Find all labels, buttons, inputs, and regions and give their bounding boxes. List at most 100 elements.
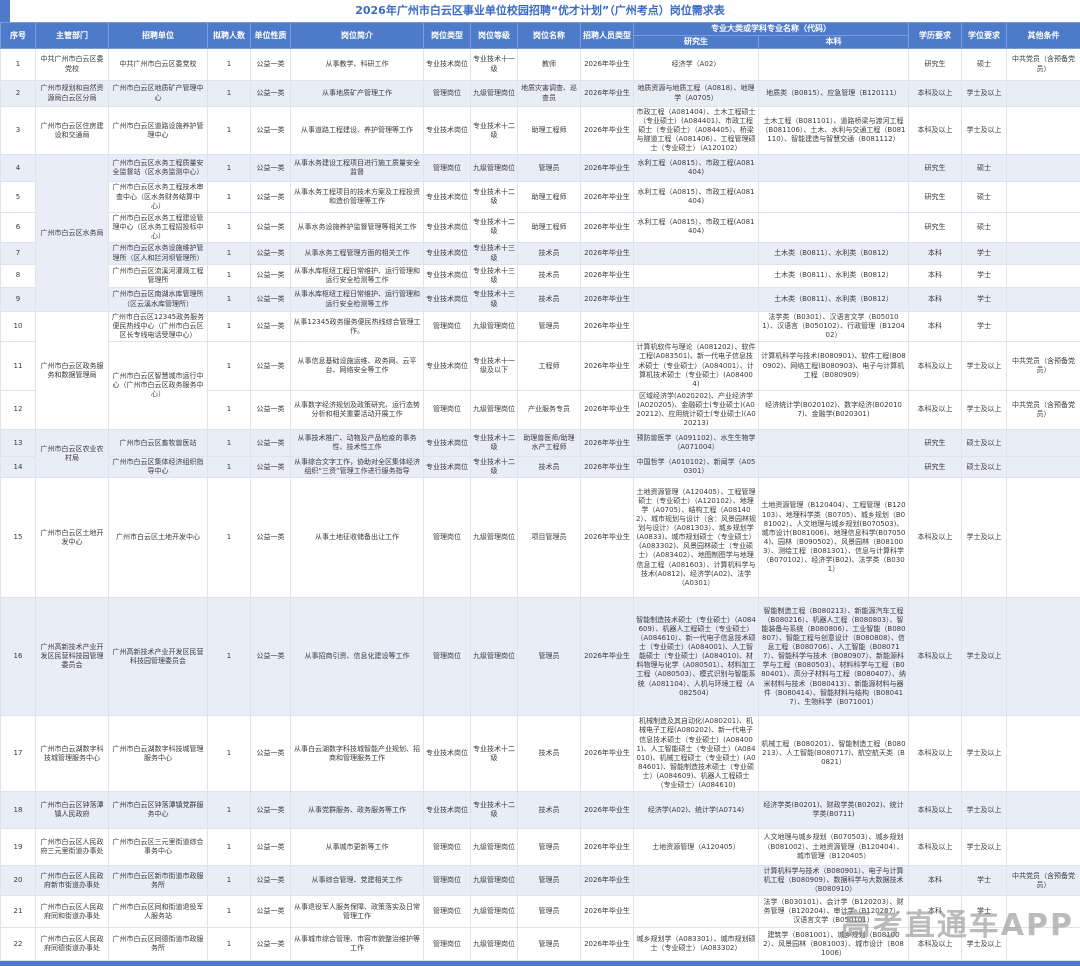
table-row: 18 广州市白云区钟落潭镇人民政府 广州市白云区钟落潭镇党群服务中心 1 公益一类 从事党… — [0, 791, 1080, 830]
table-row: 3 广州市白云区住房建设和交通局 广州市白云区道路设施养护管理中心 1 公益一类 从事道路… — [0, 105, 1080, 156]
cell-ug: 智能制造工程（B080213）、新能源汽车工程（B080216）、机器人工程（B… — [758, 597, 909, 717]
cell-nature: 公益一类 — [250, 80, 291, 107]
bottom-strip — [0, 961, 1080, 966]
cell-ug: 土木工程（B081101）、道路桥梁与渡河工程（B081106）、土木、水利与交… — [758, 105, 909, 156]
table-row: 22 广州市白云区人民政府同德街道办事处 广州市白云区同德街道市政服务所 1 公益一类从… — [0, 927, 1080, 962]
cell-degree: 硕士及以上 — [961, 456, 1007, 479]
cell-degree: 学士 — [961, 311, 1007, 343]
cell-dept: 广州市规划和自然资源局白云区分局 — [35, 80, 109, 107]
cell-count: 1 — [207, 895, 251, 929]
cell-grade: 专业技术十二级 — [470, 429, 518, 458]
cell-seq: 4 — [0, 154, 36, 183]
cell-ptype: 2026年毕业生 — [580, 80, 634, 107]
cell-degree: 学士及以上 — [961, 597, 1007, 717]
cell-ug: 经济统计学(B020102)、数字经济(B020107)、金融学(B020301… — [758, 389, 909, 431]
cell-grade: 九级管理岗位 — [470, 597, 518, 717]
cell-other — [1006, 287, 1080, 313]
cell-nature: 公益一类 — [250, 181, 291, 213]
cell-type: 专业技术岗位 — [423, 181, 471, 213]
cell-ug — [758, 181, 909, 213]
cell-ug: 地质类（B0815）、应急管理（B120111） — [758, 80, 909, 107]
cell-name: 助理工程师 — [517, 211, 581, 244]
cell-seq: 10 — [0, 311, 36, 343]
cell-degree: 硕士 — [961, 181, 1007, 213]
cell-name: 管理员 — [517, 927, 581, 962]
cell-grade: 专业技术十三级 — [470, 287, 518, 313]
cell-nature: 公益一类 — [250, 341, 291, 391]
cell-nature: 公益一类 — [250, 895, 291, 929]
cell-intro: 从事白云湖数字科技城智能产业规划、招商和管理服务工作 — [290, 715, 424, 793]
cell-seq: 15 — [0, 477, 36, 599]
cell-grade: 专业技术十二级 — [470, 791, 518, 830]
cell-ptype: 2026年毕业生 — [580, 154, 634, 183]
cell-nature: 公益一类 — [250, 287, 291, 313]
cell-seq: 12 — [0, 389, 36, 431]
cell-type: 专业技术岗位 — [423, 242, 471, 266]
cell-type: 管理岗位 — [423, 828, 471, 867]
cell-intro: 从事城市综合管理、市容市貌整治维护等工作 — [290, 927, 424, 962]
cell-grade: 九级管理岗位 — [470, 389, 518, 431]
cell-intro: 从事水务工程项目的技术方案及工程投资和造价管理等工作 — [290, 181, 424, 213]
cell-ug: 土木类（B0811）、水利类（B0812） — [758, 287, 909, 313]
col-degree: 学位要求 — [961, 22, 1007, 49]
cell-count: 1 — [207, 828, 251, 867]
cell-type: 专业技术岗位 — [423, 211, 471, 244]
table-row: 16 广州高新技术产业开发区民营科技园管理委员会 广州高新技术产业开发区民营科技园管… — [0, 597, 1080, 717]
cell-grade: 专业技术十一级 — [470, 48, 518, 81]
cell-dept: 广州市白云区人民政府同和街道办事处 — [35, 895, 109, 929]
cell-other — [1006, 597, 1080, 717]
table-row: 14 广州市白云区集体经济组织指导中心 1 公益一类 从事综合文字工作，协助对全区集体经… — [0, 456, 1080, 479]
cell-intro: 从事党群服务、政务服务等工作 — [290, 791, 424, 830]
cell-other: 中共党员（含预备党员） — [1006, 865, 1080, 897]
cell-grad: 中国哲学（A010102）、新闻学（A050301） — [633, 456, 759, 479]
cell-nature: 公益一类 — [250, 715, 291, 793]
cell-nature: 公益一类 — [250, 791, 291, 830]
cell-ug: 人文地理与城乡规划（B070503）、城乡规划（B081002）、土地资源管理（… — [758, 828, 909, 867]
cell-dept: 广州市白云区水务局 — [35, 154, 109, 313]
cell-intro: 从事综合管理、党建相关工作 — [290, 865, 424, 897]
cell-unit: 广州市白云区土地开发中心 — [108, 477, 208, 599]
cell-type: 专业技术岗位 — [423, 715, 471, 793]
cell-other — [1006, 154, 1080, 183]
cell-grad — [633, 264, 759, 289]
cell-dept: 广州市白云区土地开发中心 — [35, 477, 109, 599]
cell-other — [1006, 105, 1080, 156]
cell-intro: 从事招商引资、信息化建设等工作 — [290, 597, 424, 717]
cell-intro: 从事12345政务服务便民热线综合管理工作。 — [290, 311, 424, 343]
cell-grade: 九级管理岗位 — [470, 154, 518, 183]
cell-ptype: 2026年毕业生 — [580, 715, 634, 793]
cell-edu: 本科及以上 — [908, 927, 962, 962]
cell-dept: 广州高新技术产业开发区民营科技园管理委员会 — [35, 597, 109, 717]
cell-count: 1 — [207, 105, 251, 156]
cell-name: 管理员 — [517, 311, 581, 343]
table-row: 21 广州市白云区人民政府同和街道办事处 广州市白云区同和街道退役军人服务站 1 公益一… — [0, 895, 1080, 929]
cell-grade: 九级管理岗位 — [470, 927, 518, 962]
cell-ptype: 2026年毕业生 — [580, 791, 634, 830]
cell-grade: 专业技术十二级 — [470, 105, 518, 156]
cell-ug: 法学类（B0301）、汉语言文学（B050101）、汉语言（B050102）、行… — [758, 311, 909, 343]
cell-ptype: 2026年毕业生 — [580, 927, 634, 962]
cell-intro: 从事数字经济规划及政策研究、运行态势分析和相关重要活动开展工作 — [290, 389, 424, 431]
cell-unit: 广州市白云区新市街道市政服务所 — [108, 865, 208, 897]
cell-seq: 21 — [0, 895, 36, 929]
cell-ptype: 2026年毕业生 — [580, 287, 634, 313]
cell-count: 1 — [207, 80, 251, 107]
cell-seq: 7 — [0, 242, 36, 266]
cell-name: 管理员 — [517, 154, 581, 183]
cell-edu: 本科 — [908, 242, 962, 266]
cell-grade: 九级管理岗位 — [470, 865, 518, 897]
cell-other — [1006, 715, 1080, 793]
cell-intro: 从事退役军人服务保障、政策落实及日常管理工作 — [290, 895, 424, 929]
cell-grad — [633, 242, 759, 266]
corner-strip — [0, 0, 10, 22]
cell-intro: 从事土地征收储备出让工作 — [290, 477, 424, 599]
cell-nature: 公益一类 — [250, 264, 291, 289]
cell-name: 工程师 — [517, 341, 581, 391]
cell-edu: 本科及以上 — [908, 597, 962, 717]
cell-degree: 硕士 — [961, 48, 1007, 81]
cell-seq: 13 — [0, 429, 36, 458]
cell-ug: 法学（B030101）、会计学（B120203）、财务管理（B120204）、审… — [758, 895, 909, 929]
cell-intro: 从事水务设施养护监督管理等相关工作 — [290, 211, 424, 244]
cell-other — [1006, 80, 1080, 107]
